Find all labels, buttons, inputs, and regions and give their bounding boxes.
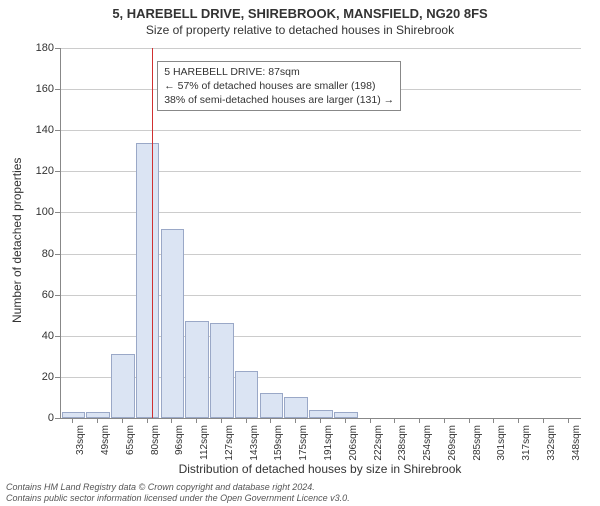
x-tick-label: 65sqm [125,425,136,465]
y-tick-label: 60 [24,289,54,301]
x-tick-label: 96sqm [174,425,185,465]
x-tick-label: 127sqm [224,425,235,465]
annotation-line: ← 57% of detached houses are smaller (19… [164,79,394,93]
bar [161,229,185,418]
x-tick-label: 49sqm [100,425,111,465]
y-tick-label: 20 [24,371,54,383]
annotation-box: 5 HAREBELL DRIVE: 87sqm ← 57% of detache… [157,61,401,112]
y-tick-label: 160 [24,83,54,95]
x-tick-label: 348sqm [571,425,582,465]
x-tick-label: 143sqm [249,425,260,465]
x-tick-label: 301sqm [496,425,507,465]
bar [136,143,160,418]
x-tick-label: 191sqm [323,425,334,465]
x-tick-label: 159sqm [273,425,284,465]
chart-area: 5 HAREBELL DRIVE: 87sqm ← 57% of detache… [60,48,581,419]
y-tick-label: 120 [24,165,54,177]
x-tick-label: 33sqm [75,425,86,465]
bar [185,321,209,418]
bar [235,371,259,418]
page-subtitle: Size of property relative to detached ho… [0,23,600,37]
x-tick-label: 254sqm [422,425,433,465]
footer: Contains HM Land Registry data © Crown c… [6,482,350,504]
page-title: 5, HAREBELL DRIVE, SHIREBROOK, MANSFIELD… [0,6,600,21]
x-tick-label: 317sqm [521,425,532,465]
bar [111,354,135,418]
x-tick-label: 332sqm [546,425,557,465]
y-tick-label: 140 [24,124,54,136]
bar [334,412,358,418]
marker-line [152,48,153,418]
x-tick-label: 238sqm [397,425,408,465]
annotation-line: 38% of semi-detached houses are larger (… [164,93,394,107]
x-tick-label: 80sqm [150,425,161,465]
x-tick-label: 206sqm [348,425,359,465]
x-tick-label: 222sqm [373,425,384,465]
bar [210,323,234,418]
x-tick-label: 175sqm [298,425,309,465]
y-tick-label: 100 [24,206,54,218]
bar [309,410,333,418]
y-tick-label: 80 [24,248,54,260]
footer-line: Contains HM Land Registry data © Crown c… [6,482,350,493]
x-axis-title: Distribution of detached houses by size … [60,462,580,476]
annotation-line: 5 HAREBELL DRIVE: 87sqm [164,65,394,79]
x-tick-label: 285sqm [472,425,483,465]
y-tick-label: 0 [24,412,54,424]
bar [284,397,308,418]
y-tick-label: 40 [24,330,54,342]
y-tick-label: 180 [24,42,54,54]
x-tick-label: 112sqm [199,425,210,465]
footer-line: Contains public sector information licen… [6,493,350,504]
bar [260,393,284,418]
y-axis-title: Number of detached properties [10,158,24,323]
x-tick-label: 269sqm [447,425,458,465]
